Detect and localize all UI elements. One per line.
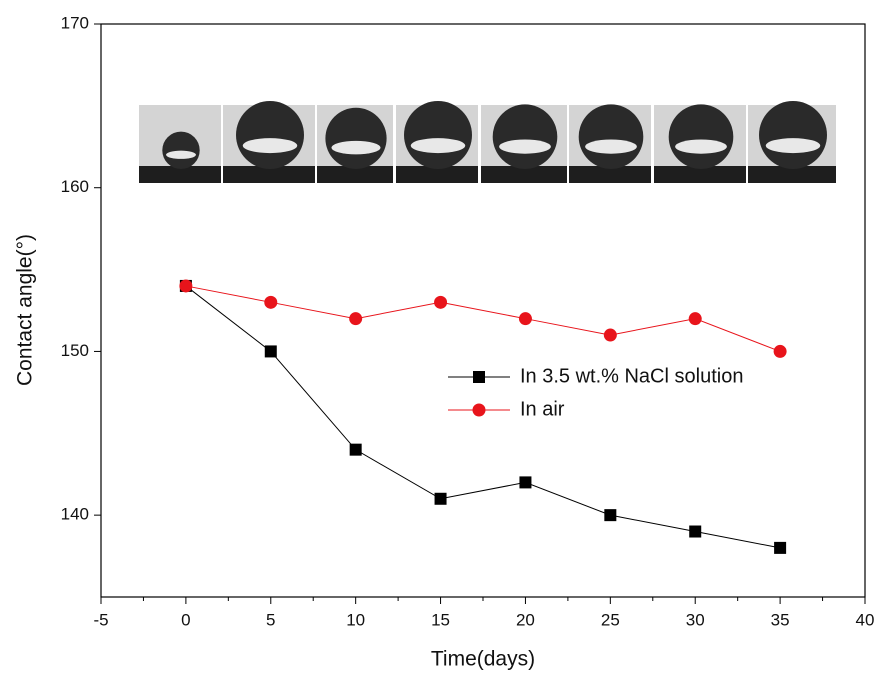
x-tick-label: 0 [181, 610, 190, 629]
x-axis-title: Time(days) [431, 648, 535, 671]
droplet-highlight [331, 140, 381, 155]
series-line [185, 285, 781, 549]
y-tick-label: 170 [61, 13, 89, 32]
legend-item: In 3.5 wt.% NaCl solution [448, 365, 743, 387]
photo-substrate [139, 166, 221, 183]
droplet [236, 101, 304, 169]
droplet [492, 104, 558, 169]
legend-label: In 3.5 wt.% NaCl solution [520, 365, 743, 387]
photo-substrate [748, 166, 836, 183]
marker [519, 476, 532, 489]
photo-substrate [223, 166, 315, 183]
x-tick-label: 30 [686, 610, 705, 629]
marker [603, 328, 617, 342]
y-tick-label: 150 [61, 341, 89, 360]
legend-item: In air [448, 398, 565, 420]
x-tick-label: 25 [601, 610, 620, 629]
droplet-highlight [765, 138, 821, 154]
droplet-highlight [242, 138, 298, 154]
droplet-highlight [675, 139, 727, 154]
marker [434, 295, 448, 309]
x-tick-label: 35 [771, 610, 790, 629]
droplet [578, 104, 644, 169]
marker [774, 541, 787, 554]
photo-substrate [654, 166, 746, 183]
x-tick-label: 10 [346, 610, 365, 629]
droplet-highlight [585, 139, 637, 154]
droplet [668, 104, 734, 169]
droplet [162, 131, 200, 169]
x-tick-label: 5 [266, 610, 275, 629]
x-tick-label: 40 [856, 610, 875, 629]
y-axis-title: Contact angle(°) [14, 234, 37, 386]
marker [689, 525, 702, 538]
x-tick-label: 15 [431, 610, 450, 629]
marker [264, 345, 277, 358]
photo-substrate [317, 166, 393, 183]
droplet-highlight [410, 138, 466, 154]
droplet-photos [139, 101, 836, 183]
y-tick-label: 160 [61, 177, 89, 196]
photo-substrate [396, 166, 478, 183]
droplet [325, 107, 387, 169]
marker [349, 312, 363, 326]
droplet-highlight [166, 150, 196, 159]
marker [179, 279, 193, 293]
x-tick-label: -5 [93, 610, 108, 629]
droplet [404, 101, 472, 169]
marker [518, 312, 532, 326]
marker [349, 443, 362, 456]
marker [264, 295, 278, 309]
y-tick-label: 140 [61, 505, 89, 524]
legend-marker [473, 371, 485, 383]
legend-label: In air [520, 398, 565, 420]
series-line [185, 285, 781, 352]
photo-substrate [481, 166, 567, 183]
marker [604, 509, 617, 522]
droplet [759, 101, 827, 169]
x-tick-label: 20 [516, 610, 535, 629]
photo-substrate [569, 166, 651, 183]
marker [688, 312, 702, 326]
marker [434, 492, 447, 505]
marker [773, 344, 787, 358]
droplet-highlight [499, 139, 551, 154]
legend-marker [472, 403, 486, 417]
